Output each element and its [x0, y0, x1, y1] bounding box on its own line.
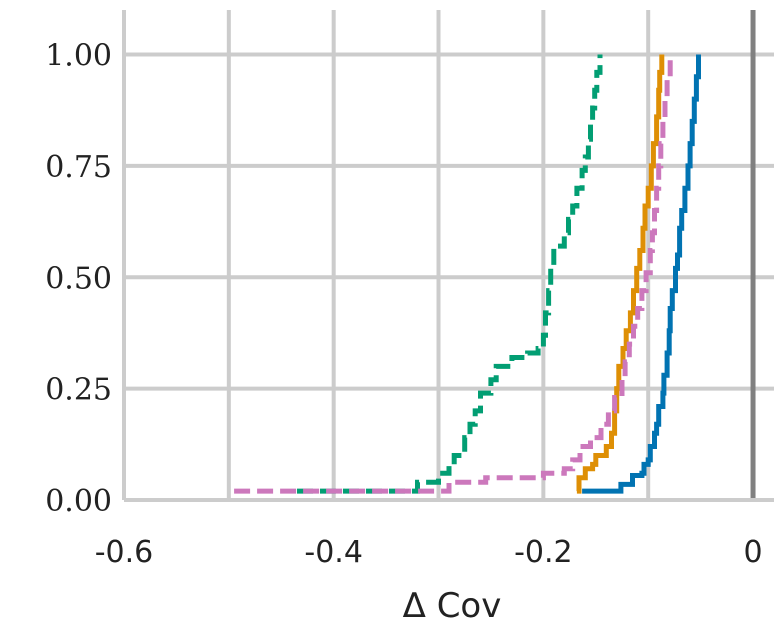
x-tick-label: -0.4	[304, 535, 363, 570]
x-tick-label: -0.6	[95, 535, 154, 570]
series-line-2	[576, 54, 665, 494]
y-tick-label: 0.25	[45, 373, 112, 408]
series-line-4	[234, 54, 673, 494]
x-tick-label: 0	[743, 535, 762, 570]
tick-labels: 0.00 0.25 0.50 0.75 1.00 -0.6 -0.4 -0.2 0	[45, 39, 762, 570]
y-tick-label: 1.00	[45, 39, 112, 74]
x-axis-label: Δ Cov	[403, 586, 502, 624]
series-line-3	[297, 54, 603, 494]
x-tick-label: -0.2	[514, 535, 573, 570]
y-tick-label: 0.75	[45, 150, 112, 185]
y-tick-label: 0.00	[45, 484, 112, 519]
series-line-1	[582, 54, 701, 494]
axes	[122, 10, 774, 502]
series-lines	[234, 54, 701, 494]
y-tick-label: 0.50	[45, 261, 112, 296]
